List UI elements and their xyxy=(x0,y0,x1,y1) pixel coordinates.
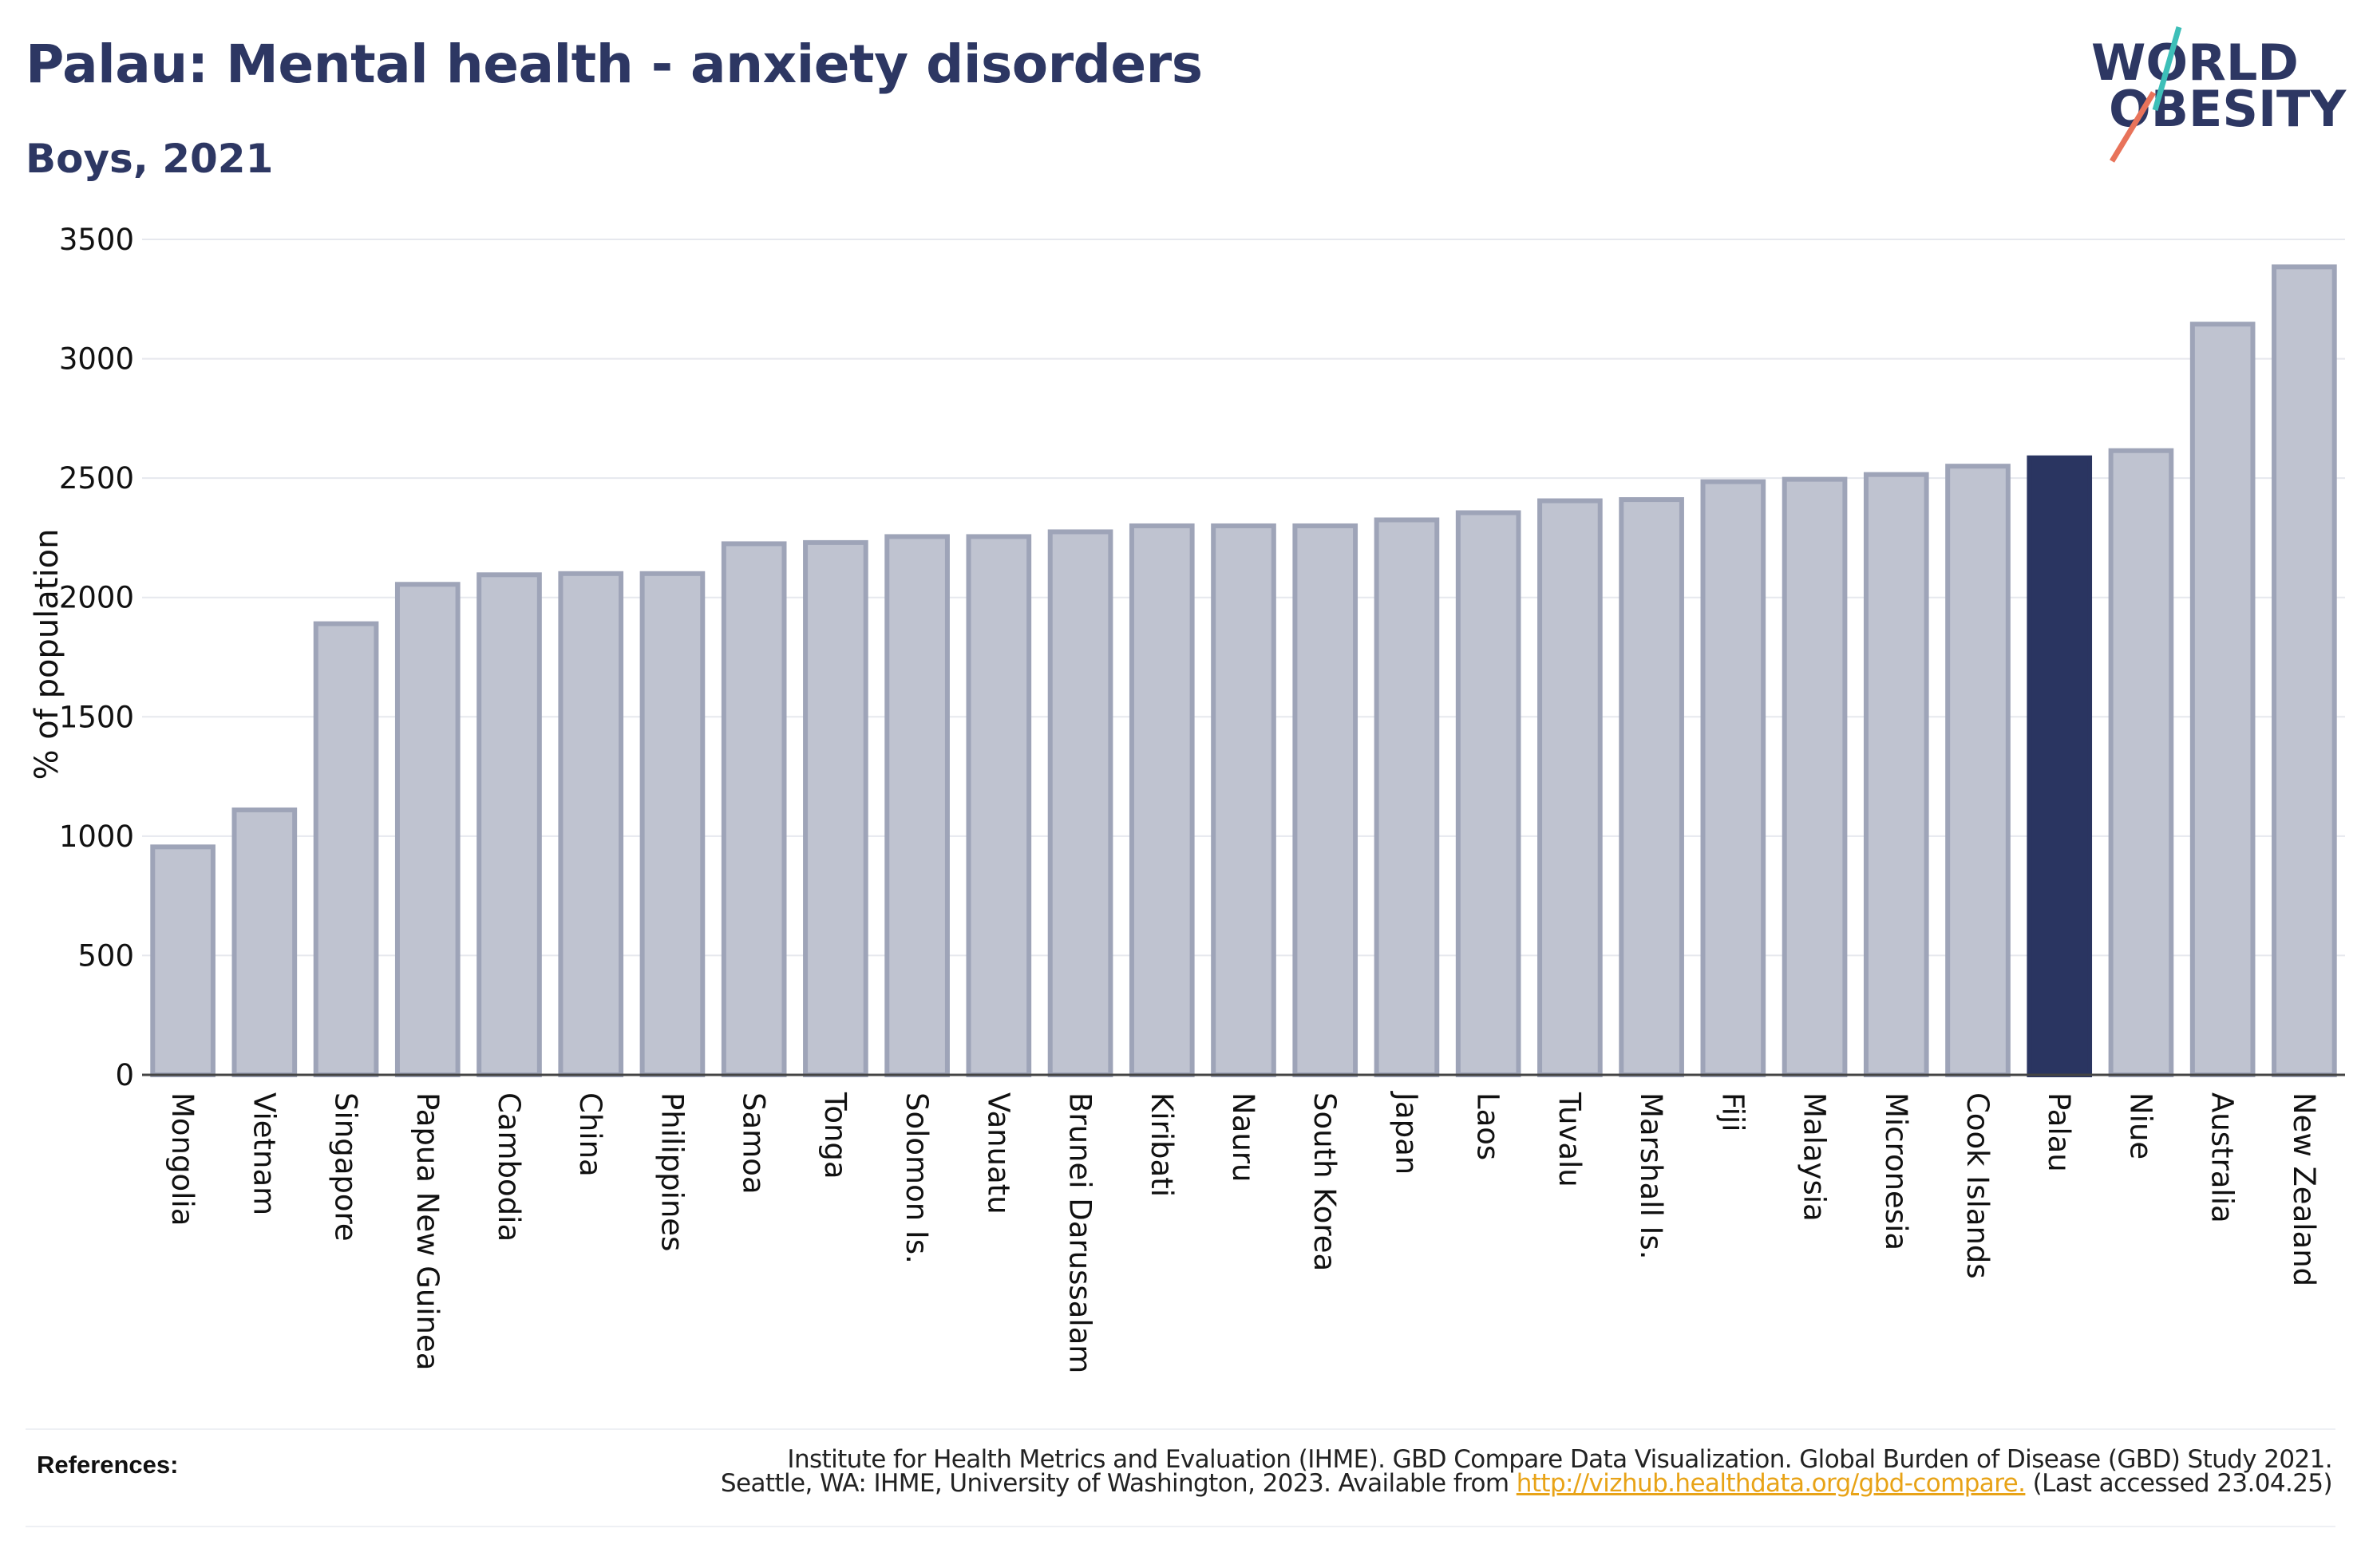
y-tick-label: 2500 xyxy=(59,461,134,496)
bar-vietnam xyxy=(231,807,298,1077)
bar-nauru xyxy=(1211,523,1276,1077)
x-axis-ticks: Mongolia Vietnam Singapore Papua New Guinea… xyxy=(165,1091,2321,1373)
x-tick-label: Australia xyxy=(2205,1092,2240,1223)
x-tick-label: Malaysia xyxy=(1797,1092,1832,1222)
y-tick-label: 1500 xyxy=(59,700,134,734)
y-tick-label: 2000 xyxy=(59,581,134,615)
bar-chart: 0 500 1000 1500 2000 2500 3000 3500 Mongolia Vie… xyxy=(29,223,2345,1373)
chart-subtitle: Boys, 2021 xyxy=(26,136,274,182)
y-tick-label: 1000 xyxy=(59,820,134,854)
bar-south-korea xyxy=(1292,523,1358,1077)
world-obesity-logo: WORLD OBESITY xyxy=(2091,26,2347,163)
bar-china xyxy=(558,571,624,1077)
bar-palau xyxy=(2027,455,2093,1077)
bar-australia xyxy=(2189,322,2256,1077)
references-line-2-suffix: (Last accessed 23.04.25) xyxy=(2025,1469,2333,1498)
x-tick-label: Vietnam xyxy=(247,1092,281,1215)
x-tick-label: Cook Islands xyxy=(1960,1092,1995,1279)
bar-kiribati xyxy=(1129,523,1195,1077)
bar-cook-islands xyxy=(1945,464,2011,1077)
x-tick-label: Fiji xyxy=(1715,1092,1750,1132)
x-tick-label: Papua New Guinea xyxy=(410,1092,445,1370)
bar-japan xyxy=(1374,517,1440,1077)
bar-papua-new-guinea xyxy=(394,582,461,1077)
logo-slash-teal xyxy=(2152,26,2182,111)
y-tick-label: 0 xyxy=(115,1058,134,1092)
logo-text-obesity: OBESITY xyxy=(2109,80,2347,138)
references-divider-top xyxy=(26,1428,2335,1430)
x-tick-label: Solomon Is. xyxy=(900,1092,934,1264)
x-tick-label: Brunei Darussalam xyxy=(1063,1092,1097,1373)
x-tick-label: Palau xyxy=(2042,1092,2076,1172)
x-tick-label: New Zealand xyxy=(2287,1092,2321,1286)
x-tick-label: Singapore xyxy=(329,1092,363,1242)
references-divider-bottom xyxy=(26,1526,2335,1527)
x-tick-label: Philippines xyxy=(655,1092,689,1251)
bar-singapore xyxy=(313,621,379,1077)
bar-mongolia xyxy=(150,844,216,1078)
x-tick-label: Japan xyxy=(1389,1091,1423,1175)
y-tick-label: 3000 xyxy=(59,342,134,377)
x-tick-label: South Korea xyxy=(1307,1092,1342,1271)
x-tick-label: Laos xyxy=(1471,1092,1505,1160)
bar-vanuatu xyxy=(966,534,1032,1077)
x-tick-label: China xyxy=(573,1092,607,1177)
bar-marshall-is xyxy=(1619,497,1684,1077)
bar-solomon-is xyxy=(884,534,950,1077)
logo-slash-coral xyxy=(2110,91,2156,163)
y-tick-label: 3500 xyxy=(59,223,134,257)
x-tick-label: Kiribati xyxy=(1145,1092,1179,1197)
x-tick-label: Samoa xyxy=(737,1092,771,1195)
x-tick-label: Cambodia xyxy=(492,1092,526,1242)
bar-niue xyxy=(2108,448,2174,1077)
y-axis-ticks: 0 500 1000 1500 2000 2500 3000 3500 xyxy=(59,223,134,1092)
x-tick-label: Tuvalu xyxy=(1552,1092,1587,1187)
bar-micronesia xyxy=(1863,472,1929,1077)
bar-new-zealand xyxy=(2272,264,2337,1077)
bar-philippines xyxy=(639,571,706,1077)
references-line-1: Institute for Health Metrics and Evaluat… xyxy=(787,1445,2332,1474)
y-tick-label: 500 xyxy=(77,938,134,973)
x-tick-label: Vanuatu xyxy=(981,1092,1015,1215)
bar-malaysia xyxy=(1782,476,1848,1077)
bar-laos xyxy=(1455,510,1521,1077)
references-label: References: xyxy=(37,1451,179,1479)
references-link[interactable]: http://vizhub.healthdata.org/gbd-compare… xyxy=(1516,1469,2026,1498)
logo-text-world: WORLD xyxy=(2091,34,2299,92)
bar-tuvalu xyxy=(1537,498,1603,1077)
references-line-2: Seattle, WA: IHME, University of Washing… xyxy=(337,1469,2333,1498)
x-tick-label: Marshall Is. xyxy=(1634,1092,1668,1259)
x-tick-label: Micronesia xyxy=(1879,1092,1913,1250)
x-tick-label: Nauru xyxy=(1226,1092,1260,1182)
x-tick-label: Mongolia xyxy=(165,1092,200,1226)
references-text: Institute for Health Metrics and Evaluat… xyxy=(337,1445,2333,1498)
x-tick-label: Niue xyxy=(2123,1092,2157,1159)
bars xyxy=(150,264,2337,1078)
x-tick-label: Tonga xyxy=(818,1092,852,1179)
y-axis-label: % of population xyxy=(29,529,65,780)
bar-cambodia xyxy=(477,572,542,1077)
bar-brunei-darussalam xyxy=(1047,529,1113,1077)
bar-samoa xyxy=(721,541,787,1077)
bar-fiji xyxy=(1700,479,1766,1077)
references-line-2-prefix: Seattle, WA: IHME, University of Washing… xyxy=(720,1469,1517,1498)
chart-title: Palau: Mental health - anxiety disorders xyxy=(26,34,1203,95)
bar-tonga xyxy=(803,539,868,1077)
